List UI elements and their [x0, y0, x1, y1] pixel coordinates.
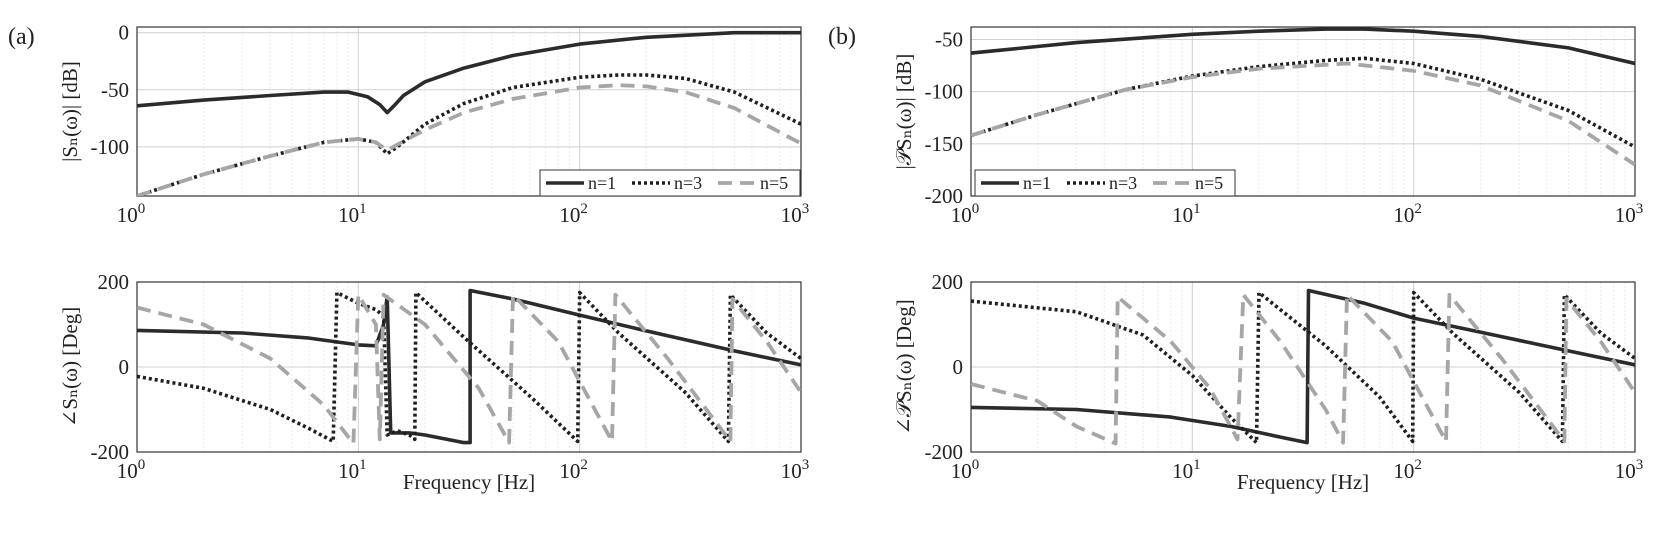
plot-b-phase: 100 101 102 103 200 0 -200 ∠𝒫Sₙ(ω) [Deg] Frequen…: [892, 270, 1643, 494]
plot-frame: [970, 281, 1636, 453]
series-group: [137, 288, 801, 446]
legend: n=1 n=3 n=5: [539, 169, 801, 197]
y-tick-label: -200: [925, 184, 964, 208]
x-tick-label: 101: [1172, 201, 1201, 227]
y-axis-label: ∠Sₙ(ω) [Deg]: [58, 307, 82, 427]
panel-label-b: (b): [828, 24, 856, 50]
series-line-n5: [971, 292, 1635, 446]
y-tick-label: -50: [935, 28, 963, 52]
y-tick-label: 0: [953, 355, 964, 379]
y-tick-label: 200: [98, 270, 130, 294]
series-group: [137, 30, 801, 196]
y-tick-label: -150: [925, 132, 964, 156]
x-tick-label: 100: [117, 201, 146, 227]
y-tick-label: -200: [925, 440, 964, 464]
y-tick-label: -100: [925, 80, 964, 104]
plot-frame: [136, 281, 802, 453]
x-tick-label: 101: [338, 201, 367, 227]
y-axis-label: |Sₙ(ω)| [dB]: [58, 61, 82, 162]
series-line-n1: [971, 27, 1635, 66]
y-tick-label: -100: [91, 135, 130, 159]
series-line-n3: [971, 290, 1635, 445]
legend-label: n=3: [674, 173, 702, 193]
x-tick-label: 102: [559, 201, 588, 227]
x-axis-label: Frequency [Hz]: [1237, 470, 1369, 494]
x-axis-label: Frequency [Hz]: [403, 470, 535, 494]
series-line-n5: [137, 83, 801, 196]
legend-label: n=1: [1023, 173, 1051, 193]
series-line-n5: [971, 61, 1635, 167]
x-tick-label: 102: [559, 457, 588, 483]
series-group: [971, 288, 1635, 446]
series-line-n5: [137, 292, 801, 446]
x-tick-label: 100: [951, 457, 980, 483]
x-tick-label: 101: [338, 457, 367, 483]
legend: n=1 n=3 n=5: [974, 169, 1236, 197]
x-tick-label: 102: [1393, 457, 1422, 483]
y-tick-label: -50: [101, 78, 129, 102]
x-tick-label: 102: [1393, 201, 1422, 227]
x-tick-label: 100: [117, 457, 146, 483]
plot-b-magnitude: 100 101 102 103 -50 -100 -150 -200 |𝒫Sₙ(ω)| [dB]…: [892, 26, 1644, 227]
x-tick-label: 101: [1172, 457, 1201, 483]
y-axis-label: |𝒫Sₙ(ω)| [dB]: [892, 54, 916, 170]
series-line-n3: [137, 290, 801, 444]
legend-label: n=3: [1109, 173, 1137, 193]
series-line-n1: [971, 288, 1635, 445]
series-line-n1: [137, 30, 801, 115]
x-tick-label: 103: [781, 457, 810, 483]
legend-label: n=5: [1195, 173, 1223, 193]
panel-label-a: (a): [8, 24, 35, 50]
x-tick-label: 100: [951, 201, 980, 227]
y-tick-label: 0: [119, 21, 130, 45]
legend-label: n=1: [588, 173, 616, 193]
x-tick-label: 103: [1615, 201, 1644, 227]
x-tick-label: 103: [781, 201, 810, 227]
y-tick-label: -200: [91, 440, 130, 464]
series-line-n3: [971, 56, 1635, 149]
y-tick-label: 200: [932, 270, 964, 294]
x-tick-label: 103: [1615, 457, 1644, 483]
plot-frame: [136, 26, 802, 197]
y-tick-label: 0: [119, 355, 130, 379]
legend-label: n=5: [760, 173, 788, 193]
y-axis-label: ∠𝒫Sₙ(ω) [Deg]: [892, 299, 916, 435]
plot-a-phase: 100 101 102 103 200 0 -200 ∠Sₙ(ω) [Deg] Frequenc…: [58, 270, 809, 494]
series-group: [971, 27, 1635, 167]
plot-frame: [970, 26, 1636, 197]
